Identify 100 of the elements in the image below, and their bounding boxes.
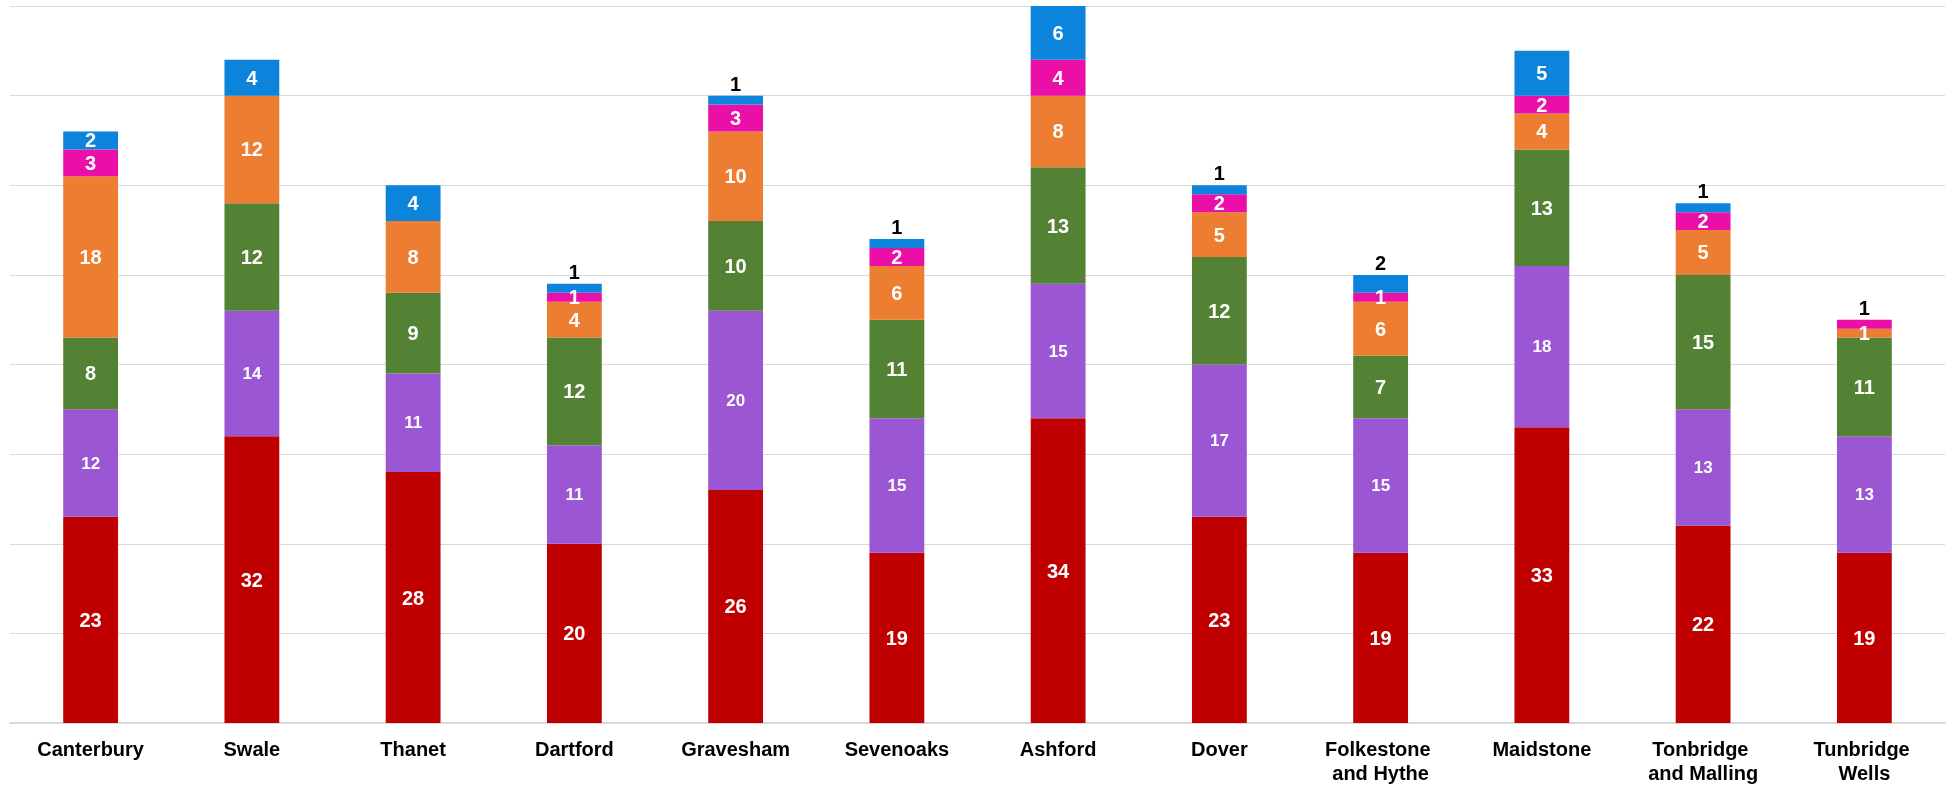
data-label: 20 [563, 622, 586, 645]
bar [1030, 418, 1086, 723]
bar [1191, 364, 1247, 517]
data-label: 23 [1208, 608, 1231, 631]
bar [224, 436, 280, 723]
data-label: 2 [1697, 210, 1709, 233]
bar [1675, 409, 1731, 526]
data-label: 5 [1697, 241, 1709, 264]
data-label: 4 [407, 192, 420, 215]
bar [1836, 436, 1892, 553]
bar [224, 203, 280, 311]
bar [708, 95, 764, 105]
data-label: 4 [1052, 66, 1065, 89]
bar [1675, 203, 1731, 213]
data-label: 17 [1209, 431, 1229, 451]
bar [1514, 427, 1570, 723]
data-label: 13 [1693, 458, 1713, 478]
bar [546, 292, 602, 302]
bar [546, 337, 602, 446]
data-label: 22 [1692, 613, 1715, 636]
x-tick-label: Maidstone [1492, 738, 1592, 760]
x-tick-label: Thanet [380, 738, 447, 760]
x-tick-label: Dover [1191, 738, 1248, 760]
data-label: 1 [1697, 180, 1709, 203]
data-label: 23 [79, 608, 102, 631]
bar [1191, 194, 1247, 213]
data-label: 12 [563, 380, 586, 403]
data-label: 18 [1532, 337, 1552, 357]
data-label: 32 [240, 568, 263, 591]
data-label: 12 [240, 138, 263, 161]
bar [1353, 292, 1409, 302]
data-label: 8 [407, 245, 419, 268]
data-label: 4 [1536, 120, 1549, 143]
x-tick-label: Folkestone and Hythe [1325, 738, 1437, 784]
data-label: 15 [1048, 341, 1068, 361]
bar [546, 543, 602, 723]
data-label: 10 [724, 254, 747, 277]
data-label: 4 [246, 66, 259, 89]
data-label: 10 [724, 165, 747, 188]
x-tick-label: Dartford [534, 738, 614, 760]
x-tick-label: Gravesham [681, 738, 791, 760]
bar [63, 516, 119, 723]
bar [546, 445, 602, 544]
bar [1836, 552, 1892, 723]
bar [1514, 149, 1570, 266]
bar [708, 104, 764, 132]
x-tick-label: Sevenoaks [844, 738, 950, 760]
data-label: 34 [1047, 559, 1071, 582]
data-label: 9 [407, 322, 419, 345]
data-label: 5 [1536, 62, 1548, 85]
bar [1836, 328, 1892, 338]
data-label: 11 [565, 484, 584, 504]
bar [869, 247, 925, 266]
data-label: 20 [726, 390, 746, 410]
data-label: 28 [402, 586, 425, 609]
bar [224, 95, 280, 204]
data-label: 12 [1208, 299, 1231, 322]
data-label: 8 [1052, 120, 1064, 143]
bar [1675, 525, 1731, 723]
bar [1514, 113, 1570, 150]
data-label: 11 [404, 413, 423, 433]
data-label: 5 [1213, 223, 1225, 246]
data-label: 1 [891, 216, 903, 239]
data-label: 1 [1375, 286, 1387, 309]
bar [869, 319, 925, 419]
data-label: 15 [1692, 331, 1715, 354]
data-label: 1 [568, 260, 580, 283]
bar [869, 239, 925, 248]
bar [1030, 95, 1086, 168]
bar [1030, 6, 1086, 60]
bar [63, 131, 119, 150]
bar [1675, 274, 1731, 410]
bar [1191, 256, 1247, 365]
bar [1514, 265, 1570, 428]
bar [1030, 283, 1086, 419]
bar [708, 221, 764, 311]
bar [63, 337, 119, 410]
data-label: 19 [1369, 626, 1392, 649]
bar [869, 418, 925, 553]
bar [1191, 212, 1247, 257]
data-label: 2 [891, 245, 903, 268]
data-label: 6 [1052, 21, 1064, 44]
data-label: 13 [1530, 196, 1553, 219]
data-label: 12 [81, 453, 101, 473]
bar [1353, 418, 1409, 553]
data-label: 6 [891, 281, 903, 304]
bar [1191, 185, 1247, 195]
data-label: 1 [568, 286, 580, 309]
x-tick-label: Tonbridge and Malling [1648, 738, 1759, 784]
data-label: 1 [1858, 296, 1870, 319]
x-tick-label: Swale [223, 738, 281, 760]
data-label: 14 [242, 363, 262, 383]
bar [63, 149, 119, 177]
data-label: 15 [887, 475, 907, 495]
data-label: 2 [1213, 192, 1225, 215]
data-label: 4 [568, 308, 581, 331]
data-label: 2 [85, 129, 97, 152]
bar [385, 373, 441, 473]
data-label: 15 [1371, 475, 1391, 495]
bar [1675, 212, 1731, 231]
